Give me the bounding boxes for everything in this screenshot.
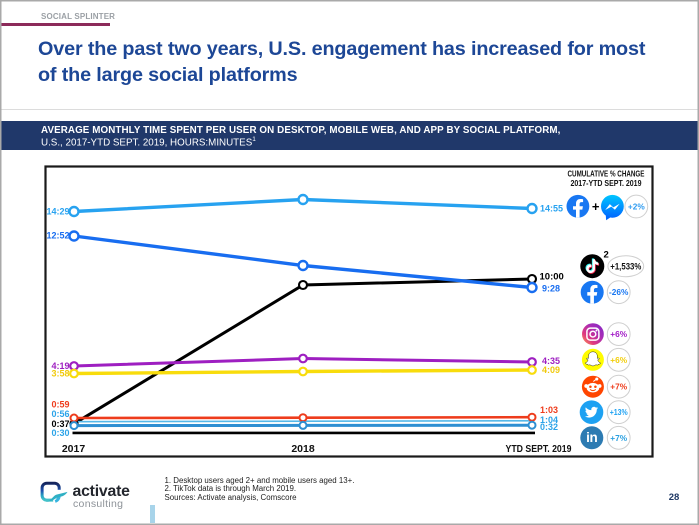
svg-text:4:09: 4:09 [542, 365, 560, 375]
svg-text:12:52: 12:52 [46, 231, 69, 241]
svg-text:+7%: +7% [610, 433, 627, 443]
svg-text:1:04: 1:04 [540, 415, 558, 425]
svg-text:0:59: 0:59 [51, 400, 69, 410]
svg-text:+7%: +7% [610, 382, 627, 392]
svg-text:+1,533%: +1,533% [610, 262, 641, 272]
svg-text:+6%: +6% [610, 329, 627, 339]
svg-text:2018: 2018 [291, 443, 315, 455]
svg-text:10:00: 10:00 [540, 272, 564, 283]
svg-text:2017: 2017 [62, 443, 86, 455]
svg-text:YTD SEPT. 2019: YTD SEPT. 2019 [506, 443, 572, 455]
svg-text:+6%: +6% [610, 355, 627, 365]
svg-text:4:19: 4:19 [51, 361, 69, 371]
svg-text:1:03: 1:03 [540, 405, 558, 415]
svg-text:4:35: 4:35 [542, 356, 560, 366]
svg-text:+13%: +13% [610, 407, 629, 417]
svg-text:9:28: 9:28 [542, 284, 560, 294]
svg-text:in: in [586, 430, 597, 445]
svg-text:14:29: 14:29 [46, 207, 69, 217]
svg-text:+: + [592, 199, 600, 214]
svg-text:CUMULATIVE % CHANGE: CUMULATIVE % CHANGE [568, 170, 645, 179]
svg-text:0:32: 0:32 [540, 422, 558, 432]
svg-text:0:56: 0:56 [51, 409, 69, 419]
svg-text:+2%: +2% [628, 202, 645, 212]
svg-text:-26%: -26% [609, 287, 629, 297]
svg-text:0:30: 0:30 [51, 428, 69, 438]
svg-text:2: 2 [604, 250, 609, 261]
svg-text:0:37: 0:37 [51, 419, 69, 429]
svg-text:3:58: 3:58 [51, 369, 69, 379]
svg-text:2017-YTD SEPT. 2019: 2017-YTD SEPT. 2019 [571, 179, 642, 188]
svg-text:14:55: 14:55 [540, 204, 563, 214]
